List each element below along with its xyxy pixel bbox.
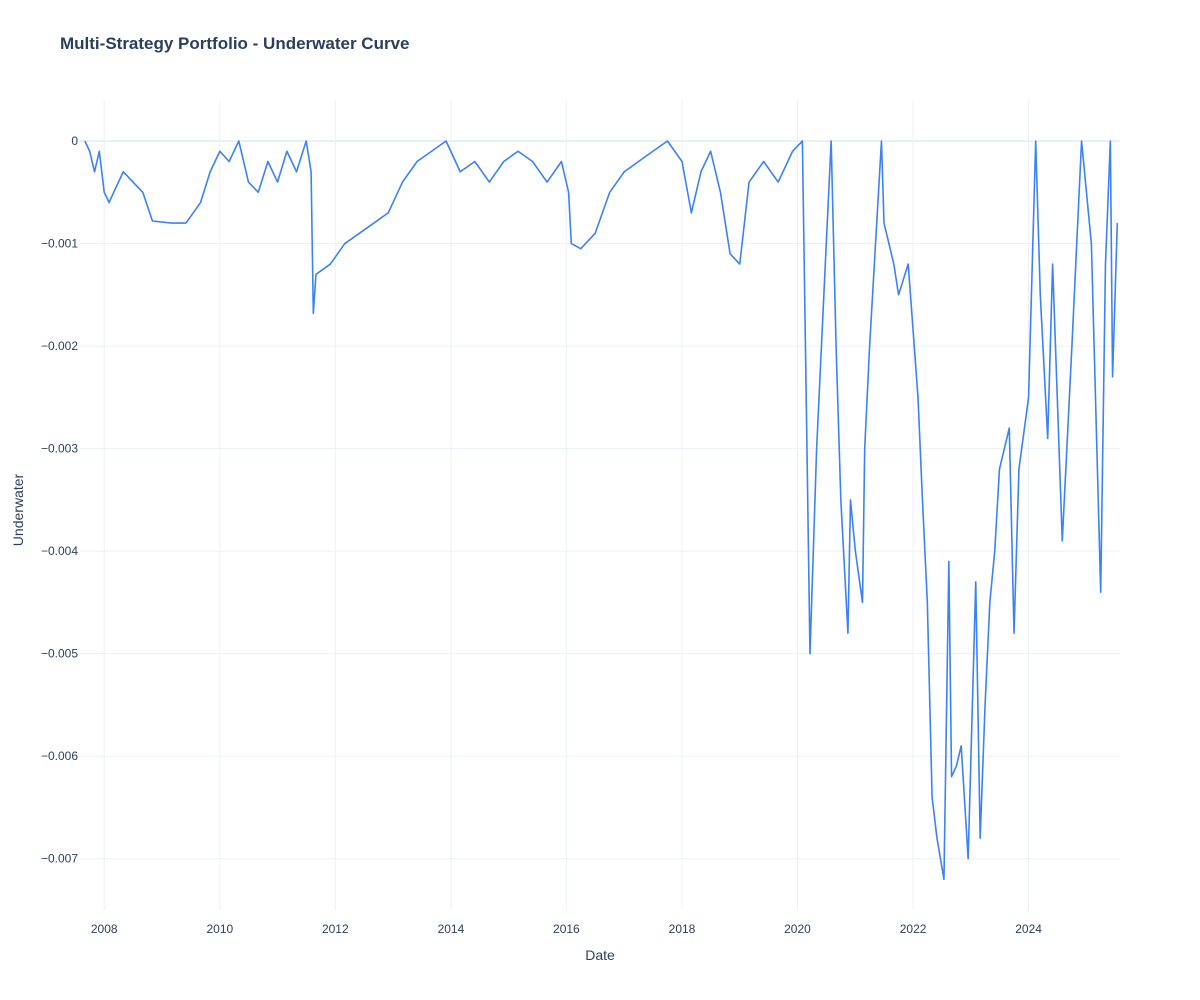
series-line: [84, 140, 1119, 881]
x-tick-label: 2012: [322, 922, 349, 936]
y-axis-title: Underwater: [10, 473, 26, 546]
y-tick-label: −0.004: [41, 544, 78, 558]
series-layer: [84, 140, 1119, 881]
y-tick-label: −0.001: [41, 237, 78, 251]
x-tick-label: 2018: [669, 922, 696, 936]
chart-title: Multi-Strategy Portfolio - Underwater Cu…: [60, 34, 410, 53]
y-tick-label: 0: [71, 134, 78, 148]
x-tick-label: 2014: [438, 922, 465, 936]
y-tick-label: −0.005: [41, 647, 78, 661]
x-tick-label: 2016: [553, 922, 580, 936]
y-tick-label: −0.006: [41, 749, 78, 763]
x-tick-label: 2008: [91, 922, 118, 936]
x-tick-label: 2020: [784, 922, 811, 936]
x-tick-label: 2022: [900, 922, 927, 936]
x-axis-title: Date: [585, 947, 615, 963]
tick-layer: 2008 2010 2012 2014 2016 2018 2020 2022 2024 0 −0.…: [41, 134, 1042, 936]
y-tick-label: −0.003: [41, 442, 78, 456]
x-tick-label: 2024: [1015, 922, 1042, 936]
y-tick-label: −0.002: [41, 339, 78, 353]
x-tick-label: 2010: [206, 922, 233, 936]
y-tick-label: −0.007: [41, 852, 78, 866]
